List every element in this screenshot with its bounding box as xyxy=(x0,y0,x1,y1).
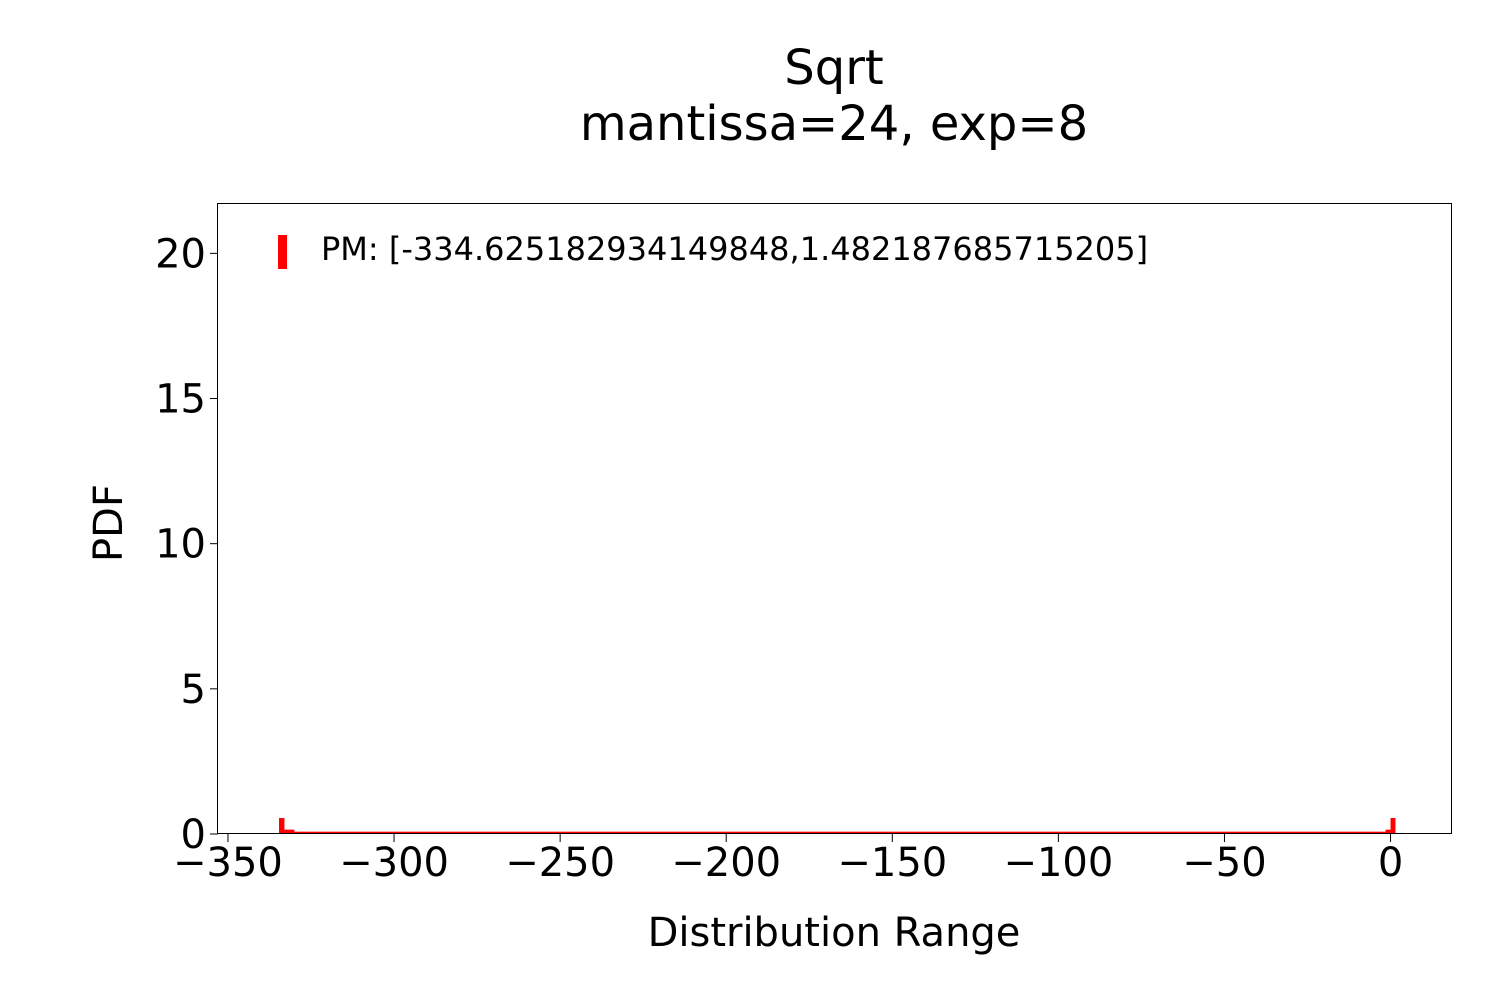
y-tick-label: 0 xyxy=(181,812,206,858)
chart-subtitle: mantissa=24, exp=8 xyxy=(579,96,1089,152)
x-tick-label: −350 xyxy=(173,840,283,886)
legend-swatch xyxy=(278,235,287,269)
y-tick-label: 10 xyxy=(155,522,206,568)
bar-0-0 xyxy=(279,818,285,834)
x-tick-label: −50 xyxy=(1182,840,1266,886)
bar-0-4 xyxy=(1390,818,1396,834)
x-tick-label: −150 xyxy=(837,840,947,886)
chart-title: Sqrt xyxy=(784,40,884,96)
x-tick-label: −200 xyxy=(671,840,781,886)
legend-label: PM: [-334.625182934149848,1.482187685715… xyxy=(321,230,1148,268)
bars-layer xyxy=(279,818,1396,834)
bar-0-1 xyxy=(284,829,295,834)
bar-0-3 xyxy=(1385,829,1391,834)
x-tick-label: −250 xyxy=(505,840,615,886)
y-axis-label: PDF xyxy=(86,484,132,562)
y-tick-label: 15 xyxy=(155,377,206,423)
bar-0-2 xyxy=(294,831,1386,834)
x-axis-label: Distribution Range xyxy=(648,910,1021,956)
x-tick-label: −300 xyxy=(339,840,449,886)
y-tick-label: 5 xyxy=(181,667,206,713)
axes-frame xyxy=(217,203,1452,834)
legend: PM: [-334.625182934149848,1.482187685715… xyxy=(278,230,1148,269)
x-tick-label: −100 xyxy=(1003,840,1113,886)
y-axis: 0 5 10 15 20 xyxy=(155,231,218,858)
y-tick-label: 20 xyxy=(155,231,206,277)
x-axis: −350 −300 −250 −200 −150 −100 −50 0 xyxy=(173,834,1403,886)
x-tick-label: 0 xyxy=(1378,840,1403,886)
